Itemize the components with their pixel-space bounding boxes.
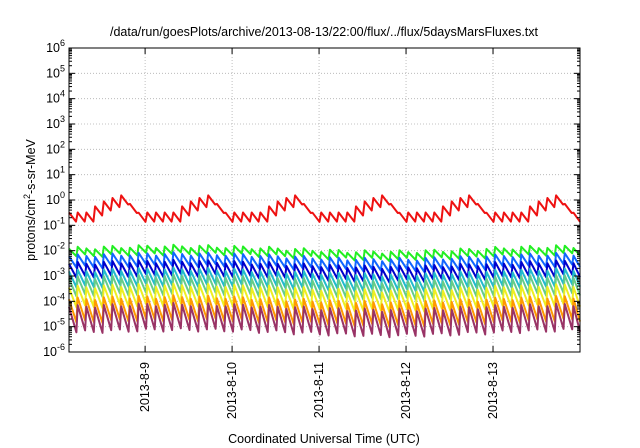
y-tick-exponent: 4 (60, 89, 65, 99)
y-tick-exponent: -1 (57, 215, 65, 225)
y-tick-base: 10 (43, 244, 57, 258)
y-tick-exponent: -2 (57, 241, 65, 251)
y-tick-label: 10-1 (43, 215, 65, 232)
y-tick-label: 105 (46, 63, 65, 80)
y-tick-exponent: 3 (60, 114, 65, 124)
series-line (68, 243, 581, 263)
x-tick-label: 2013-8-12 (399, 362, 413, 419)
y-tick-label: 103 (46, 114, 65, 131)
y-tick-base: 10 (46, 41, 60, 55)
y-tick-exponent: 1 (60, 165, 65, 175)
y-tick-label: 10-6 (43, 342, 65, 359)
y-ticks: 10-610-510-410-310-210-11001011021031041… (43, 38, 580, 359)
y-tick-label: 10-4 (43, 291, 65, 308)
y-tick-base: 10 (43, 294, 57, 308)
y-tick-base: 10 (46, 168, 60, 182)
y-tick-exponent: -4 (57, 291, 65, 301)
y-axis-label: protons/cm2-s-sr-MeV (22, 138, 38, 260)
y-tick-base: 10 (46, 117, 60, 131)
y-tick-base: 10 (46, 66, 60, 80)
x-ticks: 2013-8-9 2013-8-10 2013-8-11 2013-8-12 2013-… (138, 48, 500, 419)
chart-title: /data/run/goesPlots/archive/2013-08-13/2… (110, 25, 539, 39)
x-tick-label: 2013-8-11 (312, 362, 326, 418)
y-tick-exponent: -5 (57, 317, 65, 327)
y-tick-exponent: -3 (57, 266, 65, 276)
series-line (68, 194, 581, 223)
x-tick-label: 2013-8-9 (138, 362, 152, 412)
y-tick-exponent: -6 (57, 342, 65, 352)
y-tick-exponent: 5 (60, 63, 65, 73)
y-tick-label: 10-5 (43, 317, 65, 334)
y-tick-base: 10 (43, 218, 57, 232)
y-tick-base: 10 (43, 345, 57, 359)
x-tick-label: 2013-8-13 (486, 362, 500, 419)
series-line (68, 302, 581, 339)
series-line (68, 282, 581, 314)
y-tick-base: 10 (43, 269, 57, 283)
x-axis-label: Coordinated Universal Time (UTC) (228, 432, 420, 446)
y-axis-label-sup: 2 (22, 194, 32, 199)
y-tick-label: 10-3 (43, 266, 65, 283)
y-tick-exponent: 2 (60, 139, 65, 149)
y-tick-base: 10 (46, 142, 60, 156)
y-tick-base: 10 (43, 320, 57, 334)
y-tick-label: 100 (46, 190, 65, 207)
y-axis-label-post: -s-sr-MeV (24, 138, 38, 194)
y-tick-exponent: 6 (60, 38, 65, 48)
y-tick-label: 101 (46, 165, 65, 182)
y-tick-label: 106 (46, 38, 65, 55)
y-tick-base: 10 (46, 92, 60, 106)
y-tick-label: 102 (46, 139, 65, 156)
y-tick-label: 104 (46, 89, 65, 106)
y-tick-exponent: 0 (60, 190, 65, 200)
series-group (68, 194, 581, 339)
y-tick-label: 10-2 (43, 241, 65, 258)
series-line (68, 251, 581, 274)
y-axis-label-pre: protons/cm (24, 199, 38, 261)
y-tick-base: 10 (46, 193, 60, 207)
x-tick-label: 2013-8-10 (225, 362, 239, 419)
